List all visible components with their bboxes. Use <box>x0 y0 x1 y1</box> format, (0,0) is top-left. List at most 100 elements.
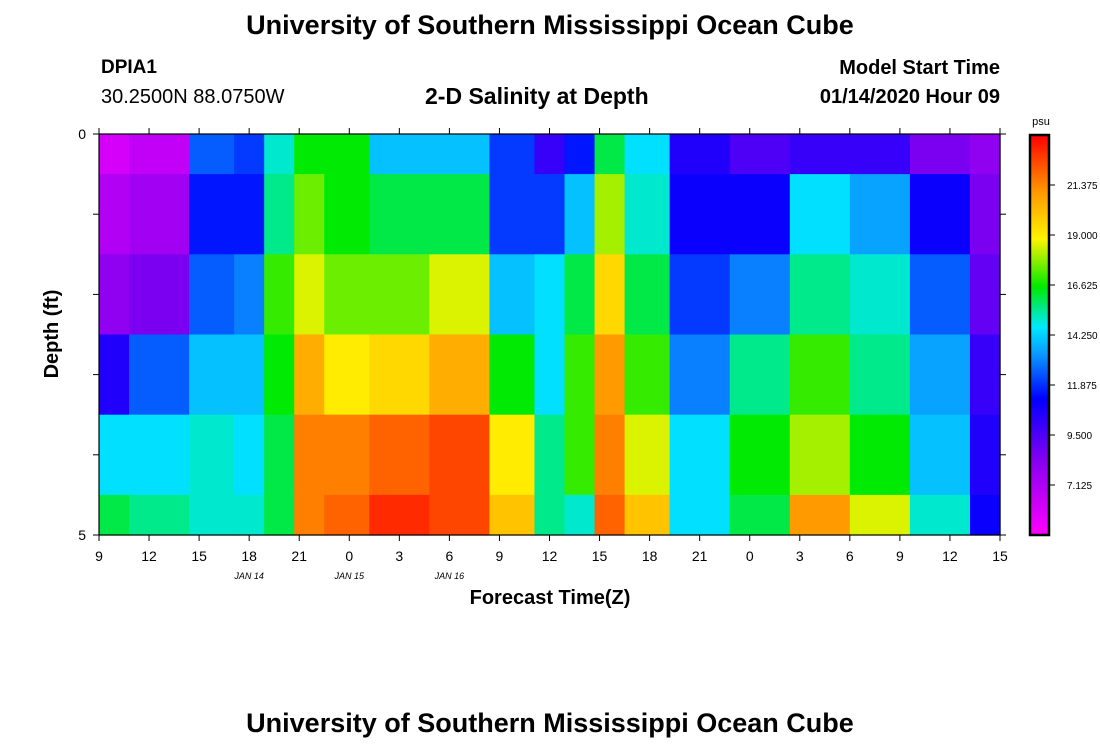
heatmap-cell <box>564 494 596 536</box>
heatmap-cell <box>564 334 596 416</box>
heatmap-cell <box>624 414 671 496</box>
heatmap-cell <box>624 254 671 336</box>
heatmap-cell <box>729 414 791 496</box>
heatmap-cell <box>369 414 430 496</box>
heatmap-cell <box>729 134 791 175</box>
heatmap-cell <box>264 414 295 496</box>
date-label: JAN 14 <box>233 571 264 581</box>
heatmap-cell <box>594 494 626 536</box>
footer-title: University of Southern Mississippi Ocean… <box>246 708 854 738</box>
heatmap-cell <box>489 254 536 336</box>
heatmap-cell <box>849 334 911 416</box>
heatmap-cell <box>969 414 1001 496</box>
colorbar-tick-label: 16.625 <box>1067 281 1098 292</box>
heatmap-cell <box>489 414 536 496</box>
y-axis: 05 <box>78 126 1006 543</box>
x-tick-label: 6 <box>846 548 854 564</box>
heatmap-cell <box>624 174 671 255</box>
model-start-label: Model Start Time <box>839 57 1000 79</box>
heatmap-cell <box>294 174 325 255</box>
heatmap-cell <box>669 494 731 536</box>
heatmap-cell <box>264 334 295 416</box>
plot-title: 2-D Salinity at Depth <box>425 83 649 109</box>
colorbar: psu 7.125 9.500 11.875 14.250 16.625 19.000 21… <box>1028 116 1098 537</box>
heatmap-cell <box>669 334 731 416</box>
x-tick-label: 9 <box>95 548 103 564</box>
heatmap-cell <box>129 414 190 496</box>
heatmap-cell <box>129 334 190 416</box>
x-tick-label: 12 <box>141 548 157 564</box>
x-tick-label: 15 <box>992 548 1008 564</box>
y-tick-label: 5 <box>78 527 86 543</box>
heatmap-cell <box>849 134 911 175</box>
heatmap-cell <box>564 134 596 175</box>
heatmap-cell <box>189 254 235 336</box>
heatmap-cells <box>99 134 1001 536</box>
heatmap-cell <box>99 334 130 416</box>
heatmap-cell <box>789 134 851 175</box>
heatmap-cell <box>369 494 430 536</box>
heatmap-cell <box>99 134 130 175</box>
station-id: DPIA1 <box>101 57 157 78</box>
x-tick-label: 18 <box>642 548 658 564</box>
heatmap-cell <box>189 334 235 416</box>
heatmap-cell <box>189 174 235 255</box>
colorbar-tick-label: 14.250 <box>1067 331 1098 342</box>
heatmap-cell <box>234 134 265 175</box>
page-title: University of Southern Mississippi Ocean… <box>246 10 854 40</box>
heatmap-cell <box>534 174 566 255</box>
x-tick-label: 9 <box>496 548 504 564</box>
heatmap-cell <box>99 494 130 536</box>
heatmap-cell <box>594 414 626 496</box>
heatmap-cell <box>909 414 971 496</box>
heatmap-cell <box>129 254 190 336</box>
heatmap-cell <box>909 334 971 416</box>
heatmap-cell <box>429 254 491 336</box>
heatmap-cell <box>294 414 325 496</box>
model-start-value: 01/14/2020 Hour 09 <box>819 86 1000 108</box>
x-tick-label: 21 <box>692 548 708 564</box>
heatmap-cell <box>669 134 731 175</box>
heatmap-cell <box>429 174 491 255</box>
x-tick-label: 0 <box>345 548 353 564</box>
heatmap-cell <box>534 334 566 416</box>
heatmap-cell <box>594 254 626 336</box>
heatmap-cell <box>264 254 295 336</box>
heatmap-cell <box>624 134 671 175</box>
heatmap-cell <box>789 254 851 336</box>
colorbar-unit: psu <box>1032 116 1050 128</box>
heatmap-cell <box>489 334 536 416</box>
heatmap-cell <box>594 174 626 255</box>
heatmap-cell <box>324 334 370 416</box>
heatmap-cell <box>369 254 430 336</box>
heatmap-cell <box>369 174 430 255</box>
heatmap-cell <box>129 494 190 536</box>
heatmap-cell <box>849 174 911 255</box>
heatmap-cell <box>324 414 370 496</box>
heatmap-cell <box>564 174 596 255</box>
heatmap-cell <box>789 334 851 416</box>
heatmap-cell <box>264 494 295 536</box>
colorbar-tick-label: 7.125 <box>1067 481 1092 492</box>
heatmap-cell <box>909 134 971 175</box>
heatmap-cell <box>594 134 626 175</box>
heatmap-cell <box>534 414 566 496</box>
heatmap-cell <box>909 494 971 536</box>
heatmap-cell <box>489 174 536 255</box>
heatmap-cell <box>729 494 791 536</box>
x-tick-label: 12 <box>942 548 958 564</box>
x-tick-label: 21 <box>291 548 307 564</box>
heatmap-cell <box>429 494 491 536</box>
heatmap-cell <box>189 134 235 175</box>
y-axis-label: Depth (ft) <box>41 290 63 379</box>
heatmap-cell <box>234 174 265 255</box>
heatmap-cell <box>789 494 851 536</box>
x-tick-label: 6 <box>445 548 453 564</box>
heatmap-cell <box>849 414 911 496</box>
heatmap-cell <box>564 254 596 336</box>
x-tick-label: 9 <box>896 548 904 564</box>
heatmap-cell <box>129 134 190 175</box>
heatmap-cell <box>729 334 791 416</box>
heatmap-cell <box>99 254 130 336</box>
